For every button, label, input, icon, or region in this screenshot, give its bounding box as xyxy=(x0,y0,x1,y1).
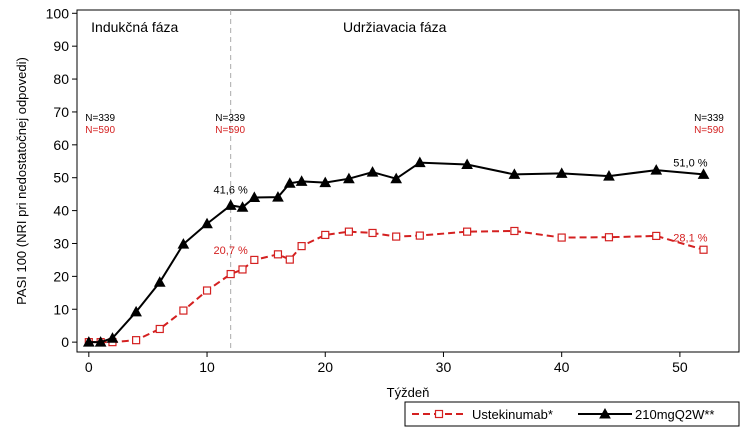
phase-label: Indukčná fáza xyxy=(91,19,178,35)
y-axis-title: PASI 100 (NRI pri nedostatočnej odpovedi… xyxy=(14,57,29,305)
data-point-210mgq2w xyxy=(650,164,663,175)
n-label: N=590 xyxy=(85,125,115,136)
legend-item-210mgq2w: 210mgQ2W** xyxy=(578,407,714,422)
data-point-ustekinumab xyxy=(273,250,283,259)
legend-item-ustekinumab: Ustekinumab* xyxy=(412,407,553,422)
data-point-210mgq2w xyxy=(236,201,249,212)
data-label: 28,1 % xyxy=(673,233,707,245)
data-point-ustekinumab xyxy=(557,233,566,242)
x-axis-title: Týždeň xyxy=(387,385,430,400)
y-axis: 0 10 20 30 40 50 60 70 80 90 100 xyxy=(46,5,77,350)
y-tick-label: 100 xyxy=(46,5,70,21)
phase-labels: Indukčná fáza Udržiavacia fáza xyxy=(91,19,446,35)
data-point-ustekinumab xyxy=(226,269,235,279)
x-tick-label: 30 xyxy=(436,359,452,375)
data-point-210mgq2w xyxy=(390,172,403,184)
data-point-210mgq2w xyxy=(177,238,190,249)
series-line-210mgq2w xyxy=(88,161,704,344)
data-point-210mgq2w xyxy=(130,305,142,317)
phase-label: Udržiavacia fáza xyxy=(343,19,447,35)
n-label: N=339 xyxy=(215,113,245,124)
legend: Ustekinumab* 210mgQ2W** xyxy=(404,401,740,427)
data-point-210mgq2w xyxy=(283,177,296,188)
data-point-210mgq2w xyxy=(272,191,284,202)
plot-frame xyxy=(76,9,740,353)
data-point-210mgq2w xyxy=(94,336,107,347)
data-point-ustekinumab xyxy=(368,228,377,238)
data-label: 20,7 % xyxy=(214,245,248,257)
n-label: N=339 xyxy=(85,113,115,124)
data-point-210mgq2w xyxy=(153,276,166,287)
legend-label: Ustekinumab* xyxy=(472,407,553,422)
data-point-210mgq2w xyxy=(248,191,261,202)
data-point-210mgq2w xyxy=(82,336,95,347)
y-tick-label: 60 xyxy=(53,137,69,153)
data-point-210mgq2w xyxy=(413,156,426,168)
y-tick-label: 10 xyxy=(53,301,69,317)
data-point-210mgq2w xyxy=(697,168,710,179)
data-point-210mgq2w xyxy=(106,332,119,343)
data-point-ustekinumab xyxy=(344,227,353,236)
x-tick-label: 50 xyxy=(672,359,688,375)
series-ustekinumab xyxy=(84,226,708,347)
data-point-210mgq2w xyxy=(295,175,308,186)
data-point-ustekinumab xyxy=(392,232,401,241)
data-point-210mgq2w xyxy=(224,199,237,210)
data-point-210mgq2w xyxy=(461,158,473,170)
data-point-ustekinumab xyxy=(321,230,330,240)
y-tick-label: 90 xyxy=(53,38,69,54)
data-point-ustekinumab xyxy=(250,255,259,265)
data-point-ustekinumab xyxy=(202,286,212,295)
x-tick-label: 20 xyxy=(317,359,333,375)
data-point-ustekinumab xyxy=(238,265,247,274)
data-point-ustekinumab xyxy=(297,242,306,251)
x-tick-label: 0 xyxy=(85,359,93,375)
n-label: N=590 xyxy=(694,125,724,136)
data-point-ustekinumab xyxy=(179,306,188,315)
data-point-ustekinumab xyxy=(285,255,294,264)
data-point-ustekinumab xyxy=(463,227,472,236)
y-tick-label: 50 xyxy=(53,170,69,186)
y-tick-label: 30 xyxy=(53,235,69,251)
data-point-ustekinumab xyxy=(699,245,708,254)
data-point-ustekinumab xyxy=(132,336,141,345)
data-point-210mgq2w xyxy=(201,217,213,229)
data-point-ustekinumab xyxy=(510,226,519,236)
data-label: 51,0 % xyxy=(673,157,707,169)
data-point-210mgq2w xyxy=(555,167,568,178)
y-tick-label: 70 xyxy=(53,104,69,120)
series-210mgq2w xyxy=(82,156,710,347)
data-labels: 41,6 % 51,0 % 20,7 % 28,1 % xyxy=(214,157,708,257)
y-tick-label: 0 xyxy=(61,334,69,350)
data-point-210mgq2w xyxy=(366,166,379,177)
data-point-ustekinumab xyxy=(652,231,661,241)
legend-marker xyxy=(599,407,611,419)
data-point-210mgq2w xyxy=(343,172,355,184)
data-point-210mgq2w xyxy=(319,176,332,188)
n-label: N=590 xyxy=(215,125,245,136)
data-point-210mgq2w xyxy=(508,168,521,179)
data-point-210mgq2w xyxy=(603,170,615,181)
x-tick-label: 40 xyxy=(554,359,570,375)
n-label: N=339 xyxy=(694,113,724,124)
x-tick-label: 10 xyxy=(199,359,215,375)
x-axis: 0 10 20 30 40 50 xyxy=(85,352,688,375)
y-tick-label: 40 xyxy=(53,203,69,219)
legend-label: 210mgQ2W** xyxy=(635,407,714,422)
data-label: 41,6 % xyxy=(214,184,248,196)
y-tick-label: 20 xyxy=(53,268,69,284)
series-layer xyxy=(82,156,710,347)
data-point-ustekinumab xyxy=(604,233,614,242)
y-tick-label: 80 xyxy=(53,71,69,87)
data-point-ustekinumab xyxy=(415,231,424,240)
data-point-ustekinumab xyxy=(155,324,164,334)
legend-marker xyxy=(434,409,444,419)
